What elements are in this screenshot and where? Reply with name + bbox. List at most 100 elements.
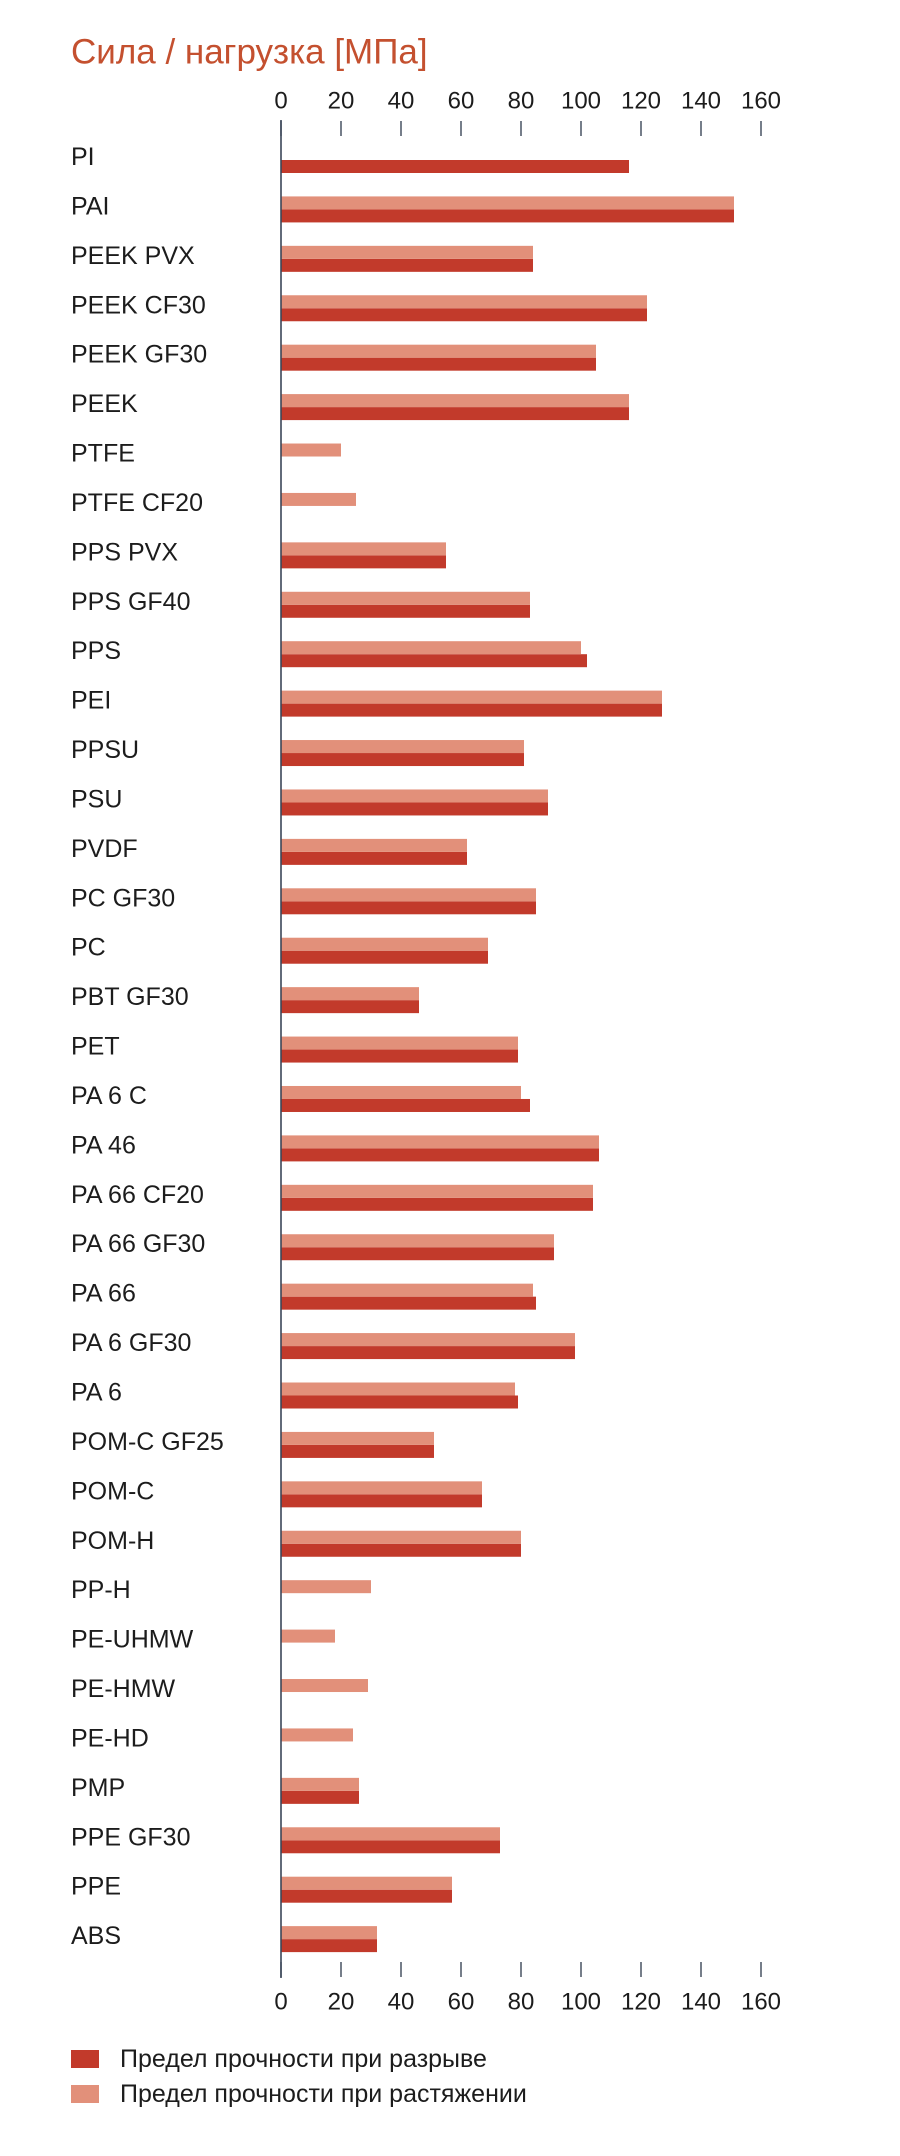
category-label-pvdf: PVDF — [71, 835, 138, 863]
bar-break-strength-pet — [281, 1049, 518, 1063]
bar-tensile-strength-pbt-gf30 — [281, 987, 419, 1001]
top-tick-label: 140 — [681, 88, 721, 115]
chart-title: Сила / нагрузка [МПа] — [71, 33, 428, 72]
category-label-pei: PEI — [71, 687, 111, 715]
bar-tensile-strength-abs — [281, 1926, 377, 1940]
category-label-peek: PEEK — [71, 390, 138, 418]
bar-tensile-strength-pom-c-gf25 — [281, 1431, 434, 1445]
category-label-pps-pvx: PPS PVX — [71, 538, 178, 566]
bar-break-strength-peek-cf30 — [281, 308, 647, 322]
bar-break-strength-peek-gf30 — [281, 357, 596, 371]
bar-tensile-strength-peek-cf30 — [281, 295, 647, 309]
category-label-pbt-gf30: PBT GF30 — [71, 983, 189, 1011]
category-label-pa-66: PA 66 — [71, 1280, 136, 1308]
bar-tensile-strength-pps-pvx — [281, 542, 446, 556]
bottom-tick-label: 160 — [741, 1989, 781, 2016]
bottom-tick-label: 0 — [274, 1989, 287, 2016]
bar-tensile-strength-peek-gf30 — [281, 344, 596, 358]
category-label-pet: PET — [71, 1033, 120, 1061]
legend-swatch-break-strength — [71, 2050, 99, 2068]
bar-break-strength-pom-c — [281, 1494, 482, 1508]
category-label-pa-46: PA 46 — [71, 1131, 136, 1159]
bottom-tick-label: 140 — [681, 1989, 721, 2016]
category-label-pe-hmw: PE-HMW — [71, 1675, 176, 1703]
bar-tensile-strength-pa-6-c — [281, 1085, 521, 1099]
bar-break-strength-pai — [281, 209, 734, 223]
bar-break-strength-peek-pvx — [281, 258, 533, 272]
category-label-pa-6-gf30: PA 6 GF30 — [71, 1329, 191, 1357]
bar-break-strength-pa-6-gf30 — [281, 1346, 575, 1360]
bar-break-strength-pps-gf40 — [281, 604, 530, 618]
bar-break-strength-pom-h — [281, 1543, 521, 1557]
bar-break-strength-pa-6 — [281, 1395, 518, 1409]
bar-break-strength-pa-66-cf20 — [281, 1197, 593, 1211]
bar-break-strength-pc — [281, 950, 488, 964]
bar-break-strength-ppe — [281, 1889, 452, 1903]
category-labels: PI PAI PEEK PVX PEEK CF30 PEEK GF30 PEEK PTFE P… — [71, 143, 224, 1950]
bar-tensile-strength-pa-66-gf30 — [281, 1234, 554, 1248]
legend-label-break-strength: Предел прочности при разрыве — [120, 2045, 487, 2073]
category-label-pi: PI — [71, 143, 95, 171]
bottom-tick-label: 100 — [561, 1989, 601, 2016]
category-label-ppe: PPE — [71, 1873, 121, 1901]
bottom-tick-label: 60 — [448, 1989, 475, 2016]
bottom-tick-label: 80 — [508, 1989, 535, 2016]
bar-tensile-strength-pps-gf40 — [281, 591, 530, 605]
category-label-pmp: PMP — [71, 1774, 125, 1802]
top-tick-label: 40 — [388, 88, 415, 115]
bar-break-strength-pa-66 — [281, 1296, 536, 1310]
category-label-pps-gf40: PPS GF40 — [71, 588, 191, 616]
bar-break-strength-pc-gf30 — [281, 901, 536, 915]
bar-tensile-strength-pet — [281, 1036, 518, 1050]
category-label-psu: PSU — [71, 785, 122, 813]
bar-tensile-strength-pa-6-gf30 — [281, 1333, 575, 1347]
category-label-pe-hd: PE-HD — [71, 1724, 149, 1752]
bar-tensile-strength-pa-6 — [281, 1382, 515, 1396]
legend-label-tensile-strength: Предел прочности при растяжении — [120, 2080, 527, 2108]
bar-tensile-strength-pa-46 — [281, 1135, 599, 1149]
bar-tensile-strength-pps — [281, 641, 581, 655]
legend-swatch-tensile-strength — [71, 2085, 99, 2103]
top-tick-label: 60 — [448, 88, 475, 115]
top-tick-label: 80 — [508, 88, 535, 115]
bar-tensile-strength-pp-h — [281, 1580, 371, 1594]
top-x-axis: 0 20 40 60 80 100 120 140 160 — [274, 88, 781, 136]
bar-tensile-strength-pom-h — [281, 1530, 521, 1544]
bars-group — [281, 160, 734, 1953]
bar-tensile-strength-ptfe-cf20 — [281, 492, 356, 506]
bar-tensile-strength-pa-66-cf20 — [281, 1184, 593, 1198]
category-label-abs: ABS — [71, 1922, 121, 1950]
category-label-pc-gf30: PC GF30 — [71, 884, 175, 912]
category-label-pom-c-gf25: POM-C GF25 — [71, 1428, 224, 1456]
category-label-pai: PAI — [71, 192, 109, 220]
bar-tensile-strength-ptfe — [281, 443, 341, 457]
category-label-ptfe-cf20: PTFE CF20 — [71, 489, 203, 517]
bar-tensile-strength-pc-gf30 — [281, 888, 536, 902]
category-label-ppe-gf30: PPE GF30 — [71, 1823, 191, 1851]
category-label-ptfe: PTFE — [71, 440, 135, 468]
bar-break-strength-ppsu — [281, 753, 524, 767]
bar-tensile-strength-pe-uhmw — [281, 1629, 335, 1643]
category-label-pom-c: POM-C — [71, 1477, 154, 1505]
legend: Предел прочности при разрыве Предел проч… — [71, 2045, 527, 2108]
bar-break-strength-peek — [281, 407, 629, 421]
category-label-peek-cf30: PEEK CF30 — [71, 291, 206, 319]
bar-break-strength-pvdf — [281, 851, 467, 865]
bar-tensile-strength-peek-pvx — [281, 245, 533, 259]
category-label-pe-uhmw: PE-UHMW — [71, 1626, 194, 1654]
bottom-tick-label: 40 — [388, 1989, 415, 2016]
bottom-tick-label: 120 — [621, 1989, 661, 2016]
bottom-tick-label: 20 — [328, 1989, 355, 2016]
bar-tensile-strength-peek — [281, 394, 629, 408]
bar-break-strength-pom-c-gf25 — [281, 1444, 434, 1458]
category-label-peek-gf30: PEEK GF30 — [71, 341, 207, 369]
bar-tensile-strength-pei — [281, 690, 662, 704]
bar-tensile-strength-ppe-gf30 — [281, 1827, 500, 1841]
bar-tensile-strength-pa-66 — [281, 1283, 533, 1297]
bar-tensile-strength-pom-c — [281, 1481, 482, 1495]
top-tick-label: 120 — [621, 88, 661, 115]
bar-tensile-strength-ppe — [281, 1876, 452, 1890]
bar-break-strength-ppe-gf30 — [281, 1840, 500, 1854]
bar-tensile-strength-pe-hmw — [281, 1679, 368, 1693]
category-label-pc: PC — [71, 934, 106, 962]
